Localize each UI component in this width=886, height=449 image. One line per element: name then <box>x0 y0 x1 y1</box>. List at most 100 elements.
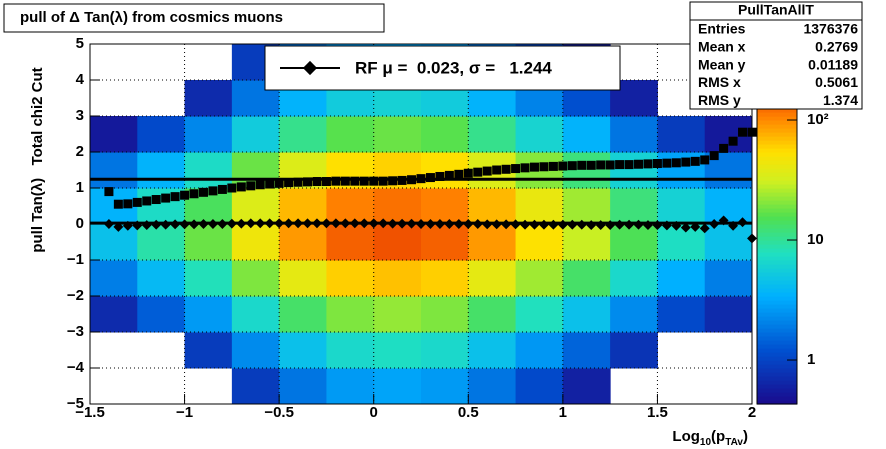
heatmap-cell <box>562 116 611 153</box>
square-marker <box>236 182 246 192</box>
heatmap-cell <box>610 224 658 261</box>
square-marker <box>104 187 114 197</box>
heatmap-cell <box>279 116 327 153</box>
diamond-marker <box>226 218 237 229</box>
heatmap-cell <box>562 188 611 225</box>
heatmap-cell <box>610 152 658 189</box>
heatmap-cell <box>231 332 280 369</box>
diamond-marker <box>293 218 304 229</box>
diamond-marker <box>179 219 190 230</box>
heatmap-cell <box>468 296 517 333</box>
square-marker <box>274 178 284 188</box>
square-marker <box>444 170 454 180</box>
colorbar-step <box>757 132 797 137</box>
plot-frame <box>89 43 753 405</box>
legend-text: RF μ = 0.023, σ = 1.244 <box>355 58 552 77</box>
square-marker <box>378 176 388 186</box>
square-marker <box>738 127 748 137</box>
square-marker <box>246 181 256 191</box>
colorbar-step <box>757 240 797 245</box>
diamond-marker <box>548 219 559 230</box>
square-marker <box>662 158 672 168</box>
colorbar-step <box>757 196 797 201</box>
square-marker <box>113 199 123 209</box>
square-marker <box>520 163 530 173</box>
colorbar-step <box>757 400 797 405</box>
colorbar-step <box>757 256 797 261</box>
square-marker <box>142 196 152 206</box>
colorbar-tick-label: 10 <box>807 231 824 248</box>
heatmap-cell <box>562 152 611 189</box>
diamond-marker <box>605 220 616 231</box>
square-marker <box>539 162 549 172</box>
y-tick-label: 3 <box>76 107 84 124</box>
square-marker <box>615 160 625 170</box>
colorbar-step <box>757 340 797 345</box>
diamond-marker <box>576 219 587 230</box>
heatmap-cell <box>90 116 138 153</box>
colorbar-step <box>757 280 797 285</box>
heatmap-cell <box>90 296 138 333</box>
colorbar-step <box>757 388 797 393</box>
heatmap-cell <box>373 116 422 153</box>
square-marker <box>577 160 587 170</box>
colorbar-step <box>757 324 797 329</box>
x-tick-label: 0 <box>370 404 378 421</box>
heatmap-cell <box>704 188 753 225</box>
diamond-marker <box>321 218 332 229</box>
heatmap-cell <box>515 188 564 225</box>
diamond-marker <box>463 219 474 229</box>
diamond-marker <box>718 215 729 226</box>
diamond-marker <box>397 218 408 229</box>
square-marker <box>709 151 719 161</box>
square-marker <box>265 179 275 189</box>
stats-label: RMS y <box>698 92 741 108</box>
heatmap-cell <box>184 260 233 297</box>
heatmap-cell <box>562 224 611 261</box>
square-marker <box>227 183 237 193</box>
colorbar-step <box>757 384 797 389</box>
heatmap-cell <box>279 368 327 405</box>
heatmap-cell <box>137 296 186 333</box>
heatmap-cell <box>421 260 469 297</box>
colorbar-step <box>757 232 797 237</box>
heatmap-cell <box>610 296 658 333</box>
diamond-marker <box>538 219 549 230</box>
stats-value: 0.5061 <box>815 74 858 90</box>
colorbar-step <box>757 312 797 317</box>
stats-value: 0.01189 <box>808 56 858 72</box>
heatmap-cell <box>421 224 469 261</box>
colorbar-step <box>757 304 797 309</box>
colorbar-step <box>757 156 797 161</box>
heatmap-cell <box>468 368 517 405</box>
heatmap-cell <box>421 116 469 153</box>
colorbar-step <box>757 112 797 117</box>
diamond-marker <box>586 220 597 231</box>
y-tick-label: 4 <box>76 71 85 88</box>
diamond-marker <box>482 219 493 230</box>
square-marker <box>161 193 171 203</box>
colorbar-step <box>757 264 797 269</box>
x-tick-label: 1 <box>559 404 567 421</box>
diamond-marker <box>264 218 275 229</box>
heatmap-cell <box>704 224 753 261</box>
colorbar-step <box>757 244 797 249</box>
heatmap-cell <box>515 332 564 369</box>
y-tick-label: −5 <box>67 395 84 412</box>
x-tick-label: −1 <box>176 404 193 421</box>
square-marker <box>217 184 227 194</box>
heatmap-cell <box>468 332 517 369</box>
square-marker <box>170 192 180 202</box>
y-tick-label: −3 <box>67 323 84 340</box>
colorbar-step <box>757 356 797 361</box>
diamond-marker <box>680 222 691 233</box>
x-tick-label: 2 <box>748 404 756 421</box>
title-box <box>3 3 385 33</box>
diamond-marker <box>652 220 663 231</box>
colorbar-step <box>757 184 797 189</box>
square-marker <box>189 189 199 199</box>
diamond-marker <box>737 217 748 228</box>
heatmap-cell <box>562 260 611 297</box>
heatmap-cell <box>279 260 327 297</box>
square-marker <box>681 157 691 167</box>
